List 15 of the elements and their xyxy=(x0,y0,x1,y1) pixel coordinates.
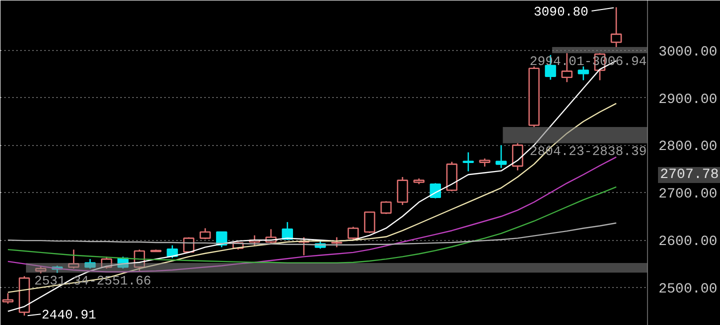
y-tick-label: 2600.00 xyxy=(658,234,718,250)
annotation: 3090.80 xyxy=(534,4,588,20)
candlestick xyxy=(462,152,474,172)
candlestick xyxy=(578,66,589,81)
annotation: 2440.91 xyxy=(42,308,96,323)
y-tick-label: 2800.00 xyxy=(658,139,718,156)
y-tick-label: 2500.00 xyxy=(658,282,718,298)
y-tick-label: 2900.00 xyxy=(658,92,718,108)
y-tick-label: 3000.00 xyxy=(658,44,718,60)
candlestick xyxy=(610,6,622,48)
candlestick xyxy=(512,142,524,172)
line-series xyxy=(7,156,617,272)
y-tick-label: 2700.00 xyxy=(658,186,718,203)
candlestick xyxy=(496,144,507,169)
text: 2707.78 xyxy=(660,167,719,183)
